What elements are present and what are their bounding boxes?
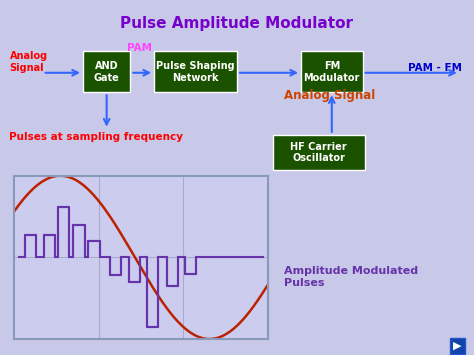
Text: Pulse Amplitude Modulator: Pulse Amplitude Modulator	[120, 16, 354, 31]
Text: FM
Modulator: FM Modulator	[304, 61, 360, 83]
Text: Analog
Signal: Analog Signal	[9, 51, 47, 73]
Text: PAM - FM: PAM - FM	[408, 63, 462, 73]
Text: ▶: ▶	[453, 341, 462, 351]
Bar	[83, 51, 130, 92]
Text: AND
Gate: AND Gate	[94, 61, 119, 83]
Bar	[154, 51, 237, 92]
Text: Amplitude Modulated
Pulses: Amplitude Modulated Pulses	[284, 266, 419, 288]
Bar	[301, 51, 363, 92]
Text: HF Carrier
Oscillator: HF Carrier Oscillator	[291, 142, 347, 163]
Text: Pulses at sampling frequency: Pulses at sampling frequency	[9, 132, 183, 142]
Text: PAM: PAM	[128, 43, 152, 53]
Text: Pulse Shaping
Network: Pulse Shaping Network	[156, 61, 235, 83]
Text: Analog Signal: Analog Signal	[284, 89, 376, 102]
Bar	[273, 135, 365, 170]
